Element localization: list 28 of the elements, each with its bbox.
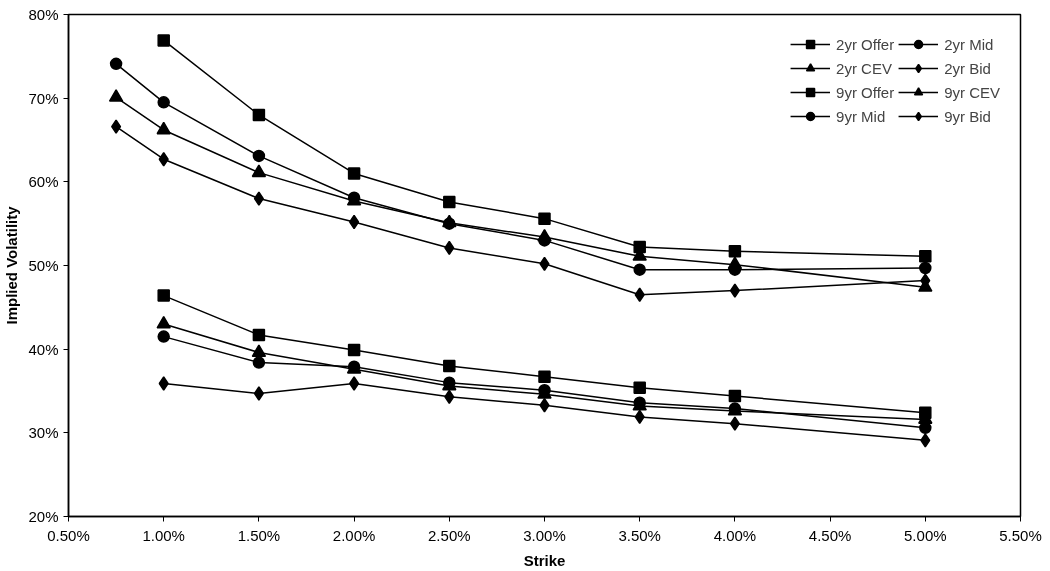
y-tick-label: 30% [28,424,59,442]
legend-label: 9yr CEV [944,83,1000,101]
y-tick-label: 40% [28,340,59,358]
legend-label: 2yr Mid [944,35,994,53]
y-tick-label: 20% [28,508,59,525]
x-tick-label: 0.50% [47,526,90,544]
legend-label: 9yr Bid [944,107,991,125]
x-tick-label: 1.50% [237,526,281,544]
y-tick-label: 60% [28,173,59,191]
y-tick-label: 80% [28,6,59,23]
x-tick-label: 5.00% [904,526,947,544]
x-axis-title: Strike [523,551,566,569]
x-tick-label: 4.50% [808,526,852,544]
x-tick-label: 3.00% [523,526,566,544]
x-tick-label: 4.00% [713,526,757,544]
legend-label: 2yr Offer [836,35,895,53]
y-tick-label: 50% [28,257,59,274]
y-axis-title: Implied Volatility [3,205,21,325]
legend-label: 9yr Mid [836,107,886,125]
x-tick-label: 3.50% [618,526,661,544]
legend-label: 2yr CEV [836,59,892,77]
legend-label: 9yr Offer [836,83,895,101]
y-tick-label: 70% [28,89,59,107]
x-tick-label: 1.00% [142,526,185,544]
legend-label: 2yr Bid [944,59,991,77]
x-tick-label: 2.50% [428,526,471,544]
x-tick-label: 2.00% [332,526,376,544]
x-tick-label: 5.50% [999,526,1042,544]
